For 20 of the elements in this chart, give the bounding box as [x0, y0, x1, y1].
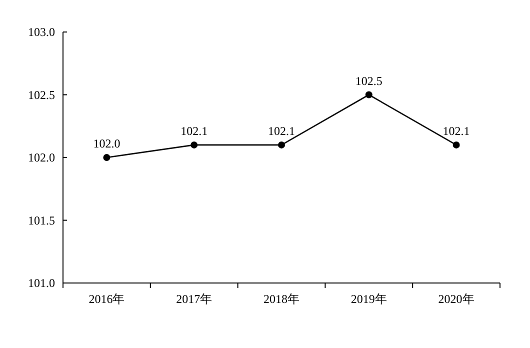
- y-tick-label: 101.0: [28, 276, 55, 290]
- y-tick-label: 103.0: [28, 25, 55, 39]
- point: [103, 154, 110, 161]
- y-tick-label: 102.0: [28, 150, 55, 164]
- data-label: 102.0: [93, 136, 120, 150]
- data-label: 102.5: [355, 74, 382, 88]
- point: [190, 141, 198, 148]
- data-label: 102.1: [268, 124, 295, 138]
- x-tick-label: 2019年: [350, 292, 387, 306]
- y-tick-label: 101.5: [28, 213, 55, 228]
- x-tick-label: 2020年: [438, 292, 474, 306]
- x-tick-label: 2018年: [264, 292, 300, 306]
- data-label: 102.1: [180, 124, 208, 138]
- data-label: 102.1: [442, 124, 470, 138]
- point: [278, 141, 285, 148]
- y-tick-label: 102.5: [28, 88, 55, 102]
- point: [365, 91, 372, 98]
- x-tick-label: 2016年: [88, 292, 125, 306]
- x-tick-label: 2017年: [176, 292, 212, 306]
- point: [452, 141, 460, 148]
